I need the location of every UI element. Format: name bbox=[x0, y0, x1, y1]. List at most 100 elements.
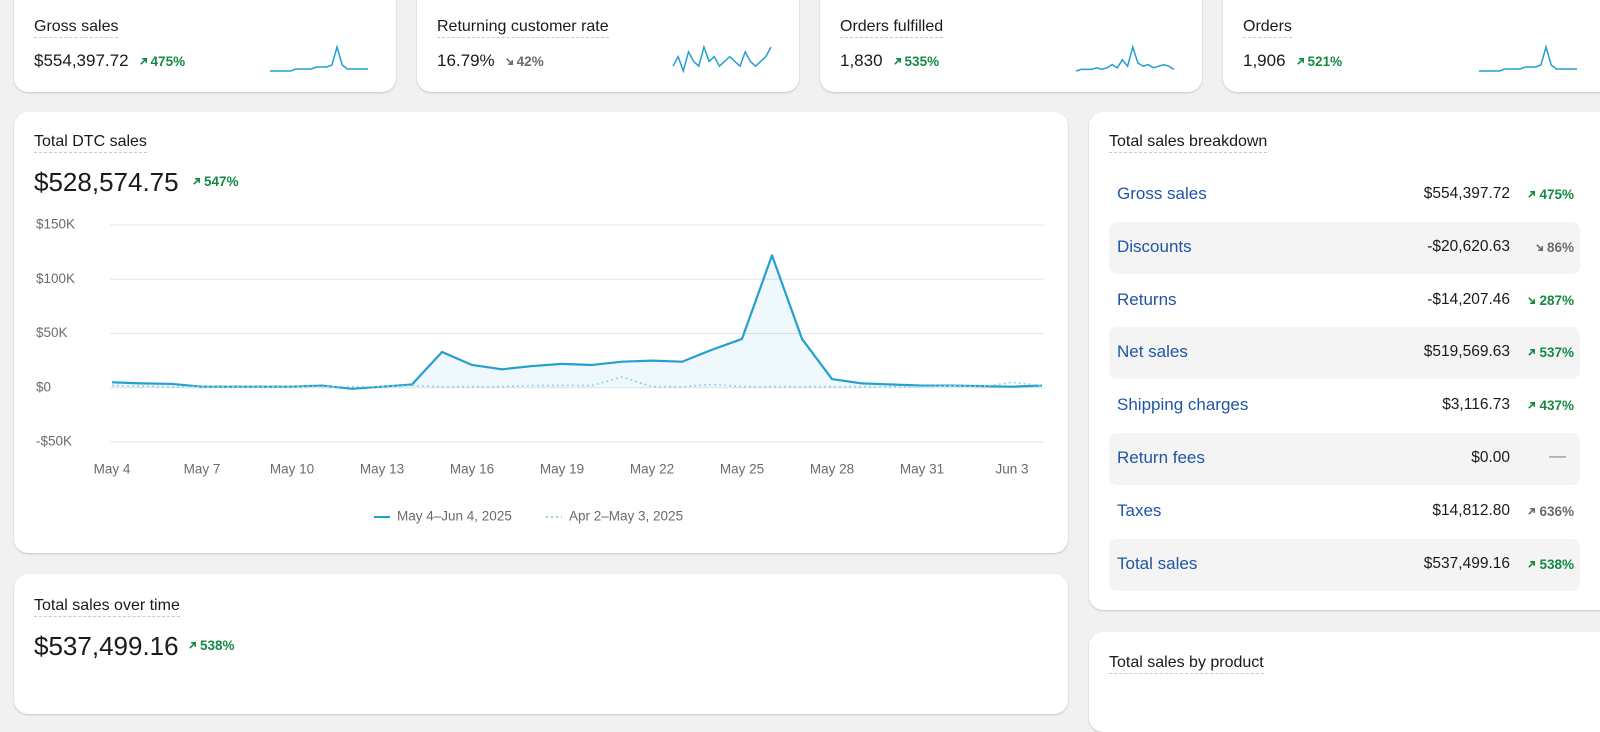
row-change: 538% bbox=[1527, 556, 1574, 574]
change-wrap: 538% bbox=[188, 637, 235, 655]
change: 287% bbox=[1527, 293, 1574, 308]
sparkline-line bbox=[672, 44, 772, 74]
kpi-card: Orders fulfilled 1,830 535% bbox=[820, 0, 1202, 92]
change: 86% bbox=[1535, 240, 1574, 255]
x-tick-label: May 13 bbox=[360, 462, 404, 477]
trend-arrow bbox=[505, 57, 513, 65]
arrow-path bbox=[1528, 560, 1536, 568]
kpi-value: $554,397.72 bbox=[34, 51, 129, 70]
card-title[interactable]: Total sales over time bbox=[34, 597, 180, 617]
change-text: 475% bbox=[1539, 187, 1574, 202]
x-tick-label: Jun 3 bbox=[995, 462, 1028, 477]
legend-label: Apr 2–May 3, 2025 bbox=[569, 509, 683, 524]
card-title[interactable]: Total DTC sales bbox=[34, 133, 147, 153]
row-value: -$20,620.63 bbox=[1427, 237, 1510, 255]
card-title[interactable]: Total sales breakdown bbox=[1109, 133, 1268, 153]
arrow-path bbox=[193, 177, 201, 185]
change: 537% bbox=[1527, 345, 1574, 360]
sparkline-line bbox=[270, 44, 368, 72]
sparkline bbox=[1075, 44, 1175, 72]
change-text: 42% bbox=[516, 53, 544, 69]
row-label[interactable]: Shipping charges bbox=[1117, 395, 1249, 415]
change: 547% bbox=[192, 174, 239, 189]
change-text: 636% bbox=[1539, 503, 1574, 519]
row-label[interactable]: Net sales bbox=[1117, 342, 1188, 362]
arrow-path bbox=[1528, 190, 1536, 198]
area bbox=[112, 255, 1042, 389]
x-tick-label: May 25 bbox=[720, 462, 764, 477]
y-tick-label: $50K bbox=[36, 325, 68, 340]
series-line bbox=[111, 376, 1043, 388]
change-text: 538% bbox=[200, 638, 235, 653]
total-value: $537,499.16 bbox=[34, 631, 179, 661]
kpi-title[interactable]: Gross sales bbox=[34, 18, 119, 38]
kpi-title[interactable]: Orders fulfilled bbox=[840, 18, 944, 38]
x-tick-label: May 22 bbox=[630, 462, 674, 477]
kpi-value: 1,830 bbox=[840, 51, 883, 70]
breakdown-row: Net sales $519,569.63 537% bbox=[1109, 327, 1580, 380]
trend-arrow bbox=[139, 57, 147, 65]
arrow-path bbox=[893, 57, 901, 65]
row-label[interactable]: Discounts bbox=[1117, 236, 1192, 256]
row-value: $0.00 bbox=[1471, 449, 1510, 466]
x-tick-label: May 10 bbox=[270, 462, 314, 477]
row-change: 86% bbox=[1535, 239, 1574, 257]
row-label[interactable]: Total sales bbox=[1117, 553, 1198, 573]
sparkline bbox=[1479, 44, 1577, 72]
y-tick-label: $100K bbox=[36, 271, 75, 286]
row-value: $3,116.73 bbox=[1442, 396, 1510, 414]
row-change: — bbox=[1549, 446, 1566, 466]
x-tick-label: May 31 bbox=[900, 462, 944, 477]
change: 475% bbox=[1527, 187, 1574, 202]
trend-arrow bbox=[1528, 349, 1536, 357]
row-change: 537% bbox=[1527, 344, 1574, 362]
change-text: 537% bbox=[1539, 345, 1574, 361]
kpi-card: Gross sales $554,397.72 475% bbox=[14, 0, 396, 92]
change: 437% bbox=[1527, 398, 1574, 413]
row-label[interactable]: Returns bbox=[1117, 289, 1177, 309]
x-tick-label: May 28 bbox=[810, 462, 854, 477]
trend-arrow bbox=[1528, 560, 1536, 568]
kpi-value-row: 16.79% 42% bbox=[437, 51, 544, 71]
row-change: 475% bbox=[1527, 186, 1574, 204]
change: — bbox=[1549, 446, 1566, 466]
x-tick-label: May 19 bbox=[540, 462, 584, 477]
arrow-path bbox=[139, 57, 147, 65]
breakdown-row: Shipping charges $3,116.73 437% bbox=[1109, 380, 1580, 432]
row-value: -$14,207.46 bbox=[1427, 290, 1510, 308]
arrow-path bbox=[1528, 296, 1536, 304]
sparkline bbox=[672, 44, 772, 74]
change: 475% bbox=[139, 53, 186, 69]
row-change: 636% bbox=[1527, 503, 1574, 521]
change-text: 535% bbox=[904, 53, 940, 69]
row-label[interactable]: Taxes bbox=[1117, 500, 1162, 520]
kpi-card: Orders 1,906 521% bbox=[1223, 0, 1600, 92]
row-change: 437% bbox=[1527, 397, 1574, 415]
legend-item: Apr 2–May 3, 2025 bbox=[546, 509, 683, 524]
y-tick-label: $150K bbox=[36, 217, 75, 232]
breakdown-row: Taxes $14,812.80 636% bbox=[1109, 486, 1580, 538]
line-chart: -$50K $0 $50K $100K $150K May 4 May 7 May 10 May… bbox=[36, 217, 1044, 524]
trend-arrow bbox=[1528, 507, 1536, 515]
kpi-title[interactable]: Returning customer rate bbox=[437, 18, 609, 38]
change-text: 475% bbox=[150, 53, 186, 69]
trend-arrow bbox=[1528, 296, 1536, 304]
kpi-value-row: $554,397.72 475% bbox=[34, 51, 185, 71]
change-text: 521% bbox=[1307, 53, 1343, 69]
row-label[interactable]: Gross sales bbox=[1117, 184, 1207, 203]
change: 535% bbox=[893, 53, 940, 69]
row-label[interactable]: Return fees bbox=[1117, 448, 1205, 467]
legend-label: May 4–Jun 4, 2025 bbox=[397, 509, 512, 524]
trend-arrow bbox=[193, 177, 201, 185]
sparkline-line bbox=[1075, 44, 1175, 72]
breakdown-row: Discounts -$20,620.63 86% bbox=[1109, 221, 1580, 274]
change-text: 86% bbox=[1546, 239, 1574, 255]
change-text: 437% bbox=[1539, 398, 1574, 414]
card-title[interactable]: Total sales by product bbox=[1109, 654, 1264, 674]
arrow-path bbox=[1528, 402, 1536, 409]
dtc-sales-card: Total DTC sales $528,574.75 547% -$50K $0… bbox=[14, 112, 1068, 553]
change: 538% bbox=[188, 638, 235, 653]
breakdown-row: Total sales $537,499.16 538% bbox=[1109, 538, 1580, 591]
arrow-path bbox=[505, 57, 513, 65]
kpi-title[interactable]: Orders bbox=[1243, 18, 1292, 38]
